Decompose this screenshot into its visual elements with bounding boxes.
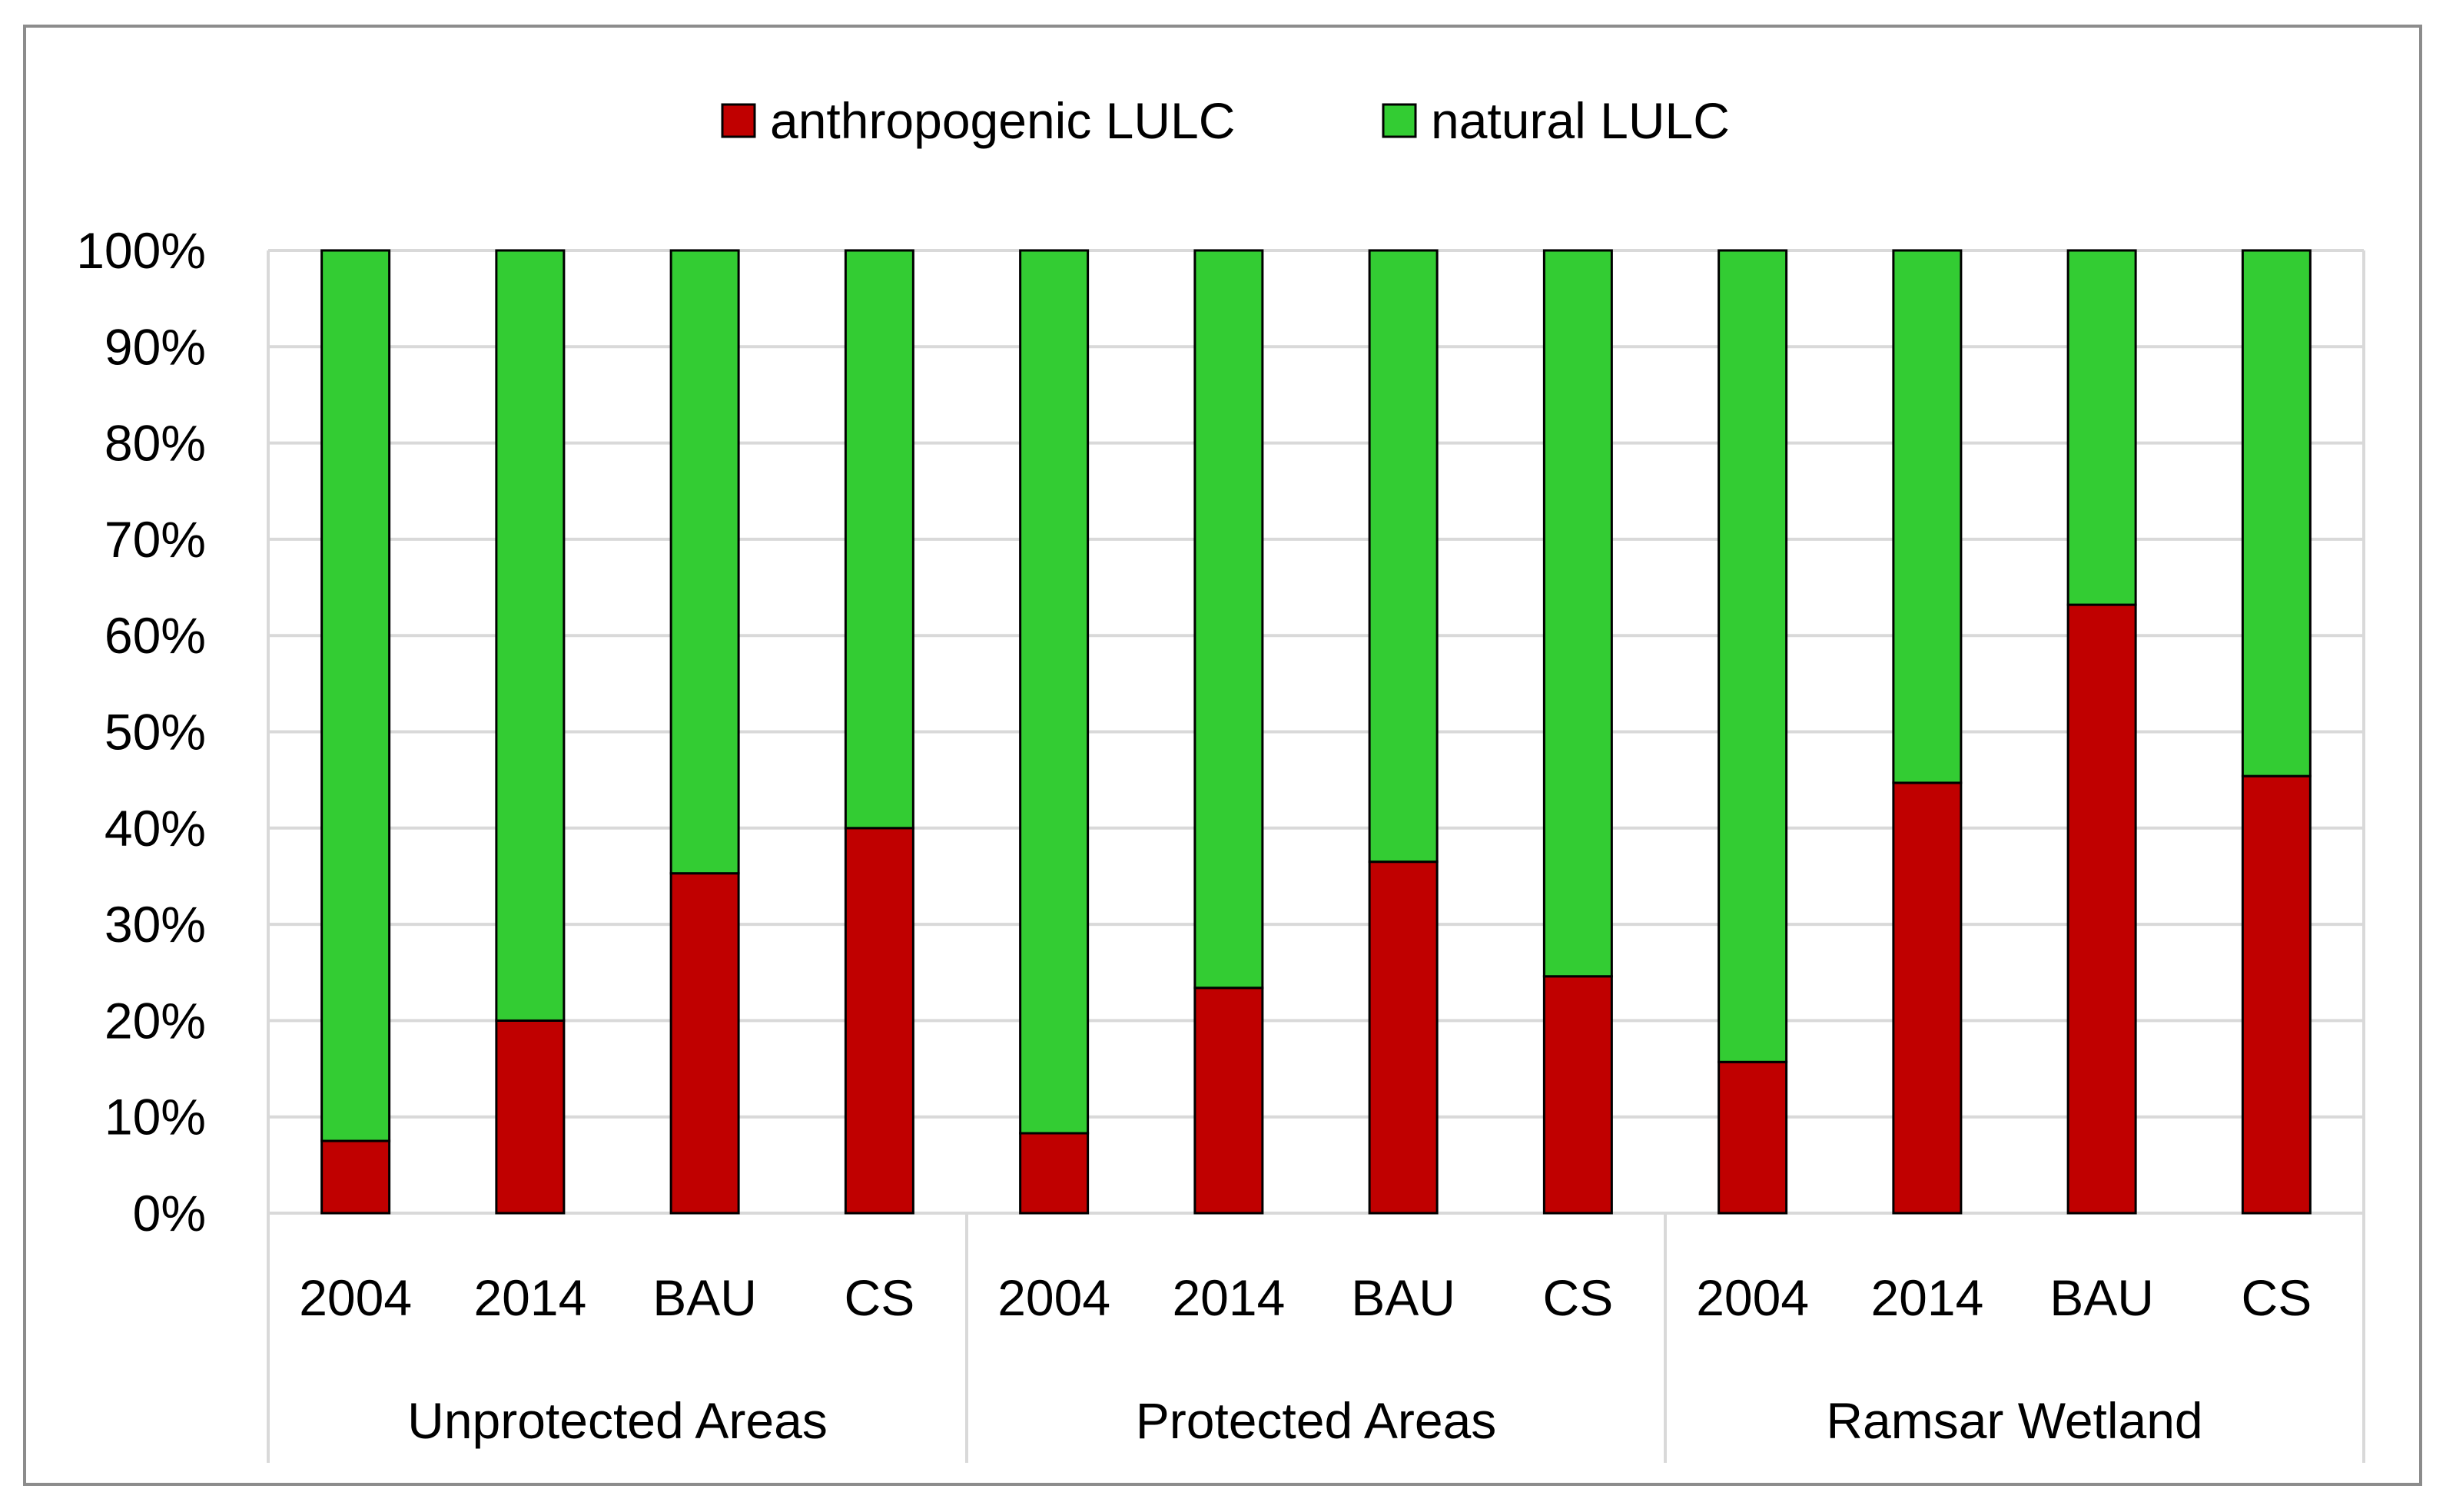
x-tick-label: 2014 xyxy=(1172,1269,1285,1326)
bar-anthropogenic xyxy=(320,1139,391,1215)
bars xyxy=(320,249,2312,1215)
legend-label: anthropogenic LULC xyxy=(770,92,1235,149)
bar-anthropogenic xyxy=(2066,603,2137,1215)
group-label: Unprotected Areas xyxy=(407,1392,828,1449)
gridlines xyxy=(268,249,2364,1215)
bar-anthropogenic xyxy=(1193,986,1264,1215)
bar-anthropogenic xyxy=(2241,774,2312,1215)
x-tick-label: BAU xyxy=(652,1269,757,1326)
x-tick-label: 2014 xyxy=(1870,1269,1983,1326)
x-tick-label: BAU xyxy=(2049,1269,2154,1326)
y-tick-label: 60% xyxy=(105,607,206,664)
legend-label: natural LULC xyxy=(1431,92,1730,149)
bar-anthropogenic xyxy=(1718,1060,1788,1215)
legend: anthropogenic LULC natural LULC xyxy=(721,92,1730,149)
x-tick-label: 2004 xyxy=(1696,1269,1809,1326)
bar-anthropogenic xyxy=(1892,781,1963,1215)
bar-natural xyxy=(2066,249,2137,606)
bar-natural xyxy=(2241,249,2312,778)
y-tick-label: 50% xyxy=(105,704,206,761)
group-label: Protected Areas xyxy=(1136,1392,1497,1449)
y-tick-label: 30% xyxy=(105,896,206,953)
bar-anthropogenic xyxy=(495,1019,566,1215)
bar-natural xyxy=(1019,249,1090,1135)
x-tick-label: CS xyxy=(2242,1269,2312,1326)
y-tick-label: 100% xyxy=(76,222,206,279)
x-tick-label: 2014 xyxy=(473,1269,586,1326)
bar-natural xyxy=(1368,249,1439,864)
bar-anthropogenic xyxy=(844,827,914,1215)
x-tick-label: CS xyxy=(845,1269,915,1326)
bar-natural xyxy=(320,249,391,1142)
bar-anthropogenic xyxy=(1019,1132,1090,1215)
y-tick-label: 10% xyxy=(105,1089,206,1146)
y-tick-label: 90% xyxy=(105,318,206,375)
y-tick-label: 80% xyxy=(105,415,206,472)
group-label: Ramsar Wetland xyxy=(1826,1392,2202,1449)
y-tick-label: 0% xyxy=(133,1185,206,1242)
bar-anthropogenic xyxy=(669,872,740,1215)
axis-lines xyxy=(267,250,2365,1463)
bar-anthropogenic xyxy=(1542,975,1613,1215)
bar-natural xyxy=(1892,249,1963,784)
y-axis-ticks: 0% 10% 20% 30% 40% 50% 60% 70% 80% 90% 100% xyxy=(76,222,206,1242)
x-axis-ticks: 2004 2014 BAU CS 2004 2014 BAU CS 2004 2014 BAU CS U… xyxy=(299,1269,2312,1449)
bar-natural xyxy=(844,249,914,830)
y-tick-label: 20% xyxy=(105,992,206,1049)
bar-natural xyxy=(1193,249,1264,990)
bar-natural xyxy=(1542,249,1613,978)
bar-natural xyxy=(669,249,740,875)
x-tick-label: 2004 xyxy=(299,1269,412,1326)
bar-anthropogenic xyxy=(1368,860,1439,1215)
x-tick-label: CS xyxy=(1543,1269,1614,1326)
x-tick-label: BAU xyxy=(1351,1269,1455,1326)
bar-natural xyxy=(1718,249,1788,1063)
bar-natural xyxy=(495,249,566,1022)
legend-swatch xyxy=(1382,103,1417,138)
y-tick-label: 70% xyxy=(105,511,206,568)
legend-swatch xyxy=(721,103,756,138)
x-tick-label: 2004 xyxy=(997,1269,1110,1326)
y-tick-label: 40% xyxy=(105,800,206,857)
